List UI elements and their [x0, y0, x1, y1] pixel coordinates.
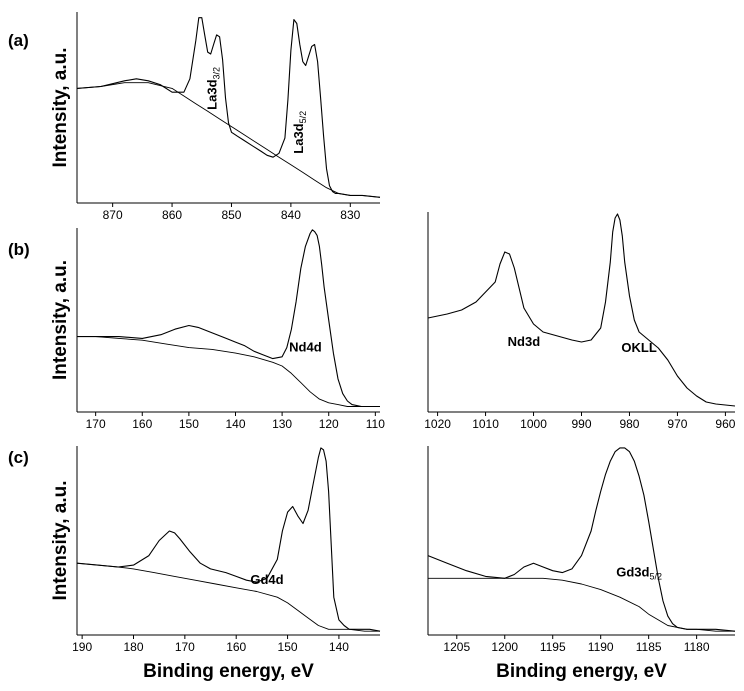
- y-axis-label: Intensity, a.u.: [50, 47, 71, 167]
- series-spectrum: [427, 213, 736, 407]
- x-tick-label: 150: [278, 640, 298, 654]
- series-spectrum: [427, 447, 736, 632]
- panel-label-b: (b): [8, 240, 30, 259]
- peak-annotation: Nd4d: [289, 339, 322, 354]
- x-axis-label: Binding energy, eV: [143, 661, 314, 682]
- x-tick-label: 120: [319, 417, 339, 431]
- series-spectrum: [76, 17, 381, 198]
- x-tick-label: 1185: [636, 640, 662, 654]
- peak-annotation: OKLL: [621, 340, 656, 355]
- x-tick-label: 830: [340, 208, 360, 222]
- peak-annotation: La3d3/2: [205, 67, 222, 110]
- x-tick-label: 1180: [684, 640, 710, 654]
- chart-panel-0: 870 860 850 840 830 Intensity, a.u. La3d3/2 La3…: [50, 12, 381, 222]
- x-tick-label: 170: [86, 417, 106, 431]
- x-tick-label: 990: [571, 417, 591, 431]
- x-tick-label: 860: [162, 208, 182, 222]
- x-tick-label: 190: [72, 640, 92, 654]
- x-tick-label: 980: [619, 417, 639, 431]
- x-tick-label: 170: [175, 640, 195, 654]
- x-tick-label: 110: [366, 417, 385, 431]
- peak-annotation: Gd4d: [250, 572, 283, 587]
- x-tick-label: 1000: [520, 417, 547, 431]
- series-background: [77, 336, 380, 407]
- x-tick-label: 1020: [424, 417, 451, 431]
- x-tick-label: 130: [272, 417, 292, 431]
- x-tick-label: 970: [667, 417, 687, 431]
- x-tick-label: 1205: [443, 640, 470, 654]
- x-tick-label: 140: [329, 640, 349, 654]
- chart-panel-4: 1205 1200 1195 1190 1185 1180 Binding energy, …: [427, 446, 736, 682]
- peak-annotation: Nd3d: [508, 334, 541, 349]
- y-axis-label: Intensity, a.u.: [50, 480, 71, 600]
- x-axis-label: Binding energy, eV: [496, 661, 667, 682]
- x-tick-label: 160: [132, 417, 152, 431]
- x-tick-label: 870: [103, 208, 123, 222]
- peak-annotation: La3d5/2: [291, 111, 308, 154]
- x-tick-label: 1190: [588, 640, 614, 654]
- chart-panel-1: 170 160 150 140 130 120 110 Intensity, a.u. Nd4d: [50, 228, 385, 431]
- panel-label-c: (c): [8, 448, 29, 467]
- series-background: [76, 82, 381, 198]
- x-tick-label: 960: [715, 417, 735, 431]
- peak-annotation: Gd3d5/2: [616, 564, 662, 581]
- y-axis-label: Intensity, a.u.: [50, 260, 71, 380]
- x-tick-label: 840: [281, 208, 301, 222]
- series-background: [76, 562, 380, 632]
- x-tick-label: 160: [226, 640, 246, 654]
- x-tick-label: 180: [123, 640, 143, 654]
- chart-panel-3: 190 180 170 160 150 140 Intensity, a.u. Binding…: [50, 446, 381, 682]
- series-spectrum: [77, 229, 380, 408]
- x-tick-label: 850: [221, 208, 241, 222]
- panel-label-a: (a): [8, 31, 29, 50]
- x-tick-label: 1200: [491, 640, 518, 654]
- series-spectrum: [76, 447, 381, 632]
- x-tick-label: 1010: [472, 417, 499, 431]
- x-tick-label: 1195: [540, 640, 566, 654]
- x-tick-label: 150: [179, 417, 199, 431]
- series-background: [428, 577, 735, 632]
- x-tick-label: 140: [225, 417, 245, 431]
- chart-panel-2: 1020 1010 1000 990 980 970 960 Nd3d OKLL: [424, 212, 736, 431]
